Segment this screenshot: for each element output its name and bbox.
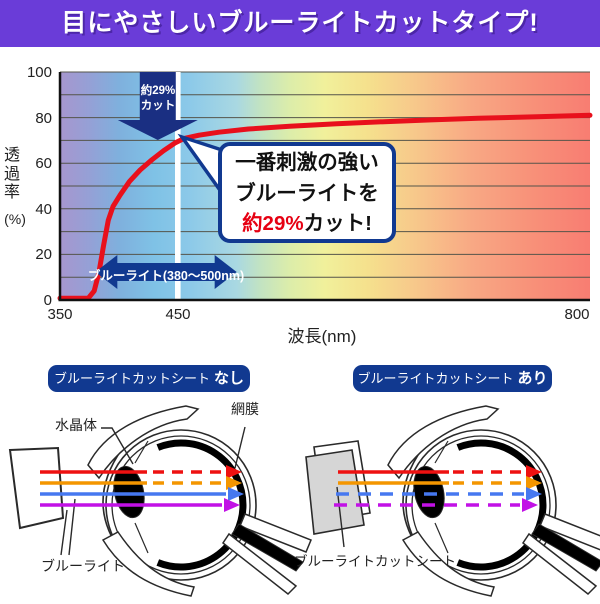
y-tick-40: 40 [35, 201, 52, 218]
x-tick-450: 450 [165, 306, 191, 323]
header-pill-with-sheet: ブルーライトカットシート あり [353, 365, 552, 392]
blue-light-band-label: ブルーライト(380〜500nm) [87, 269, 245, 283]
screen-panel-left [8, 446, 65, 530]
purple-ray-arrowhead [224, 498, 240, 512]
eye-diagrams [8, 395, 600, 604]
y-tick-60: 60 [35, 155, 52, 172]
blue-light-band-arrow [95, 255, 237, 289]
eye-diagram-right [305, 406, 600, 596]
orange-ray-arrowhead [526, 476, 542, 490]
pill-right-suffix: あり [517, 370, 548, 387]
pill-left-suffix: なし [214, 370, 245, 387]
callout-line3: 約29%カット! [222, 209, 392, 240]
wavelength-450-marker-line [175, 72, 181, 300]
y-axis-unit: (%) [4, 211, 26, 227]
orange-ray-arrowhead [226, 476, 242, 490]
red-ray-arrowhead [226, 465, 242, 479]
cut-sheet-label: ブルーライトカットシート [294, 554, 456, 569]
blue-light-label: ブルーライト [41, 558, 125, 574]
transmittance-curve [57, 112, 593, 301]
pill-left-text: ブルーライトカットシート [53, 371, 210, 386]
retina-leader-line [234, 426, 246, 469]
cut-arrow-label: 約29% カット [118, 84, 198, 113]
cutsheet-leader-line [336, 486, 345, 548]
retina-label: 網膜 [231, 401, 259, 417]
bluelight-leader-line-2 [68, 498, 76, 556]
leader-lines-left [60, 426, 246, 556]
callout-line3-highlight: 約29% [242, 212, 304, 235]
blue-ray-arrowhead [526, 487, 542, 501]
cut-arrow-label-line2: カット [140, 99, 176, 112]
light-rays-right [334, 465, 542, 512]
x-tick-350: 350 [47, 306, 73, 323]
x-axis-title: 波長(nm) [287, 327, 357, 346]
bluelight-leader-line-1 [60, 509, 68, 556]
y-tick-100: 100 [26, 64, 52, 81]
callout-line2: ブルーライトを [235, 181, 379, 205]
cut-arrow-label-line1: 約29% [140, 85, 176, 97]
callout-bubble: 一番刺激の強い ブルーライトを 約29%カット! [218, 142, 396, 243]
y-axis-title: 透過率 [4, 147, 21, 201]
red-ray-arrowhead [526, 465, 542, 479]
callout-line1: 一番刺激の強い [235, 151, 379, 174]
y-tick-80: 80 [35, 110, 52, 127]
light-rays-left [40, 465, 244, 512]
cut-percentage-down-arrow [117, 72, 198, 140]
callout-line3-rest: カット! [303, 212, 372, 235]
lens-label: 水晶体 [55, 417, 97, 433]
banner-title: 目にやさしいブルーライトカットタイプ! [0, 0, 600, 47]
purple-ray-arrowhead [522, 498, 538, 512]
transmittance-chart [57, 71, 593, 302]
eye-diagram-left [8, 406, 311, 596]
y-tick-20: 20 [35, 246, 52, 263]
y-tick-0: 0 [43, 292, 52, 309]
lens-leader-line [101, 427, 134, 465]
header-pill-without-sheet: ブルーライトカットシート なし [48, 365, 250, 392]
blue-ray-arrowhead [228, 487, 244, 501]
x-tick-800: 800 [564, 306, 590, 323]
pill-right-text: ブルーライトカットシート [357, 371, 514, 386]
